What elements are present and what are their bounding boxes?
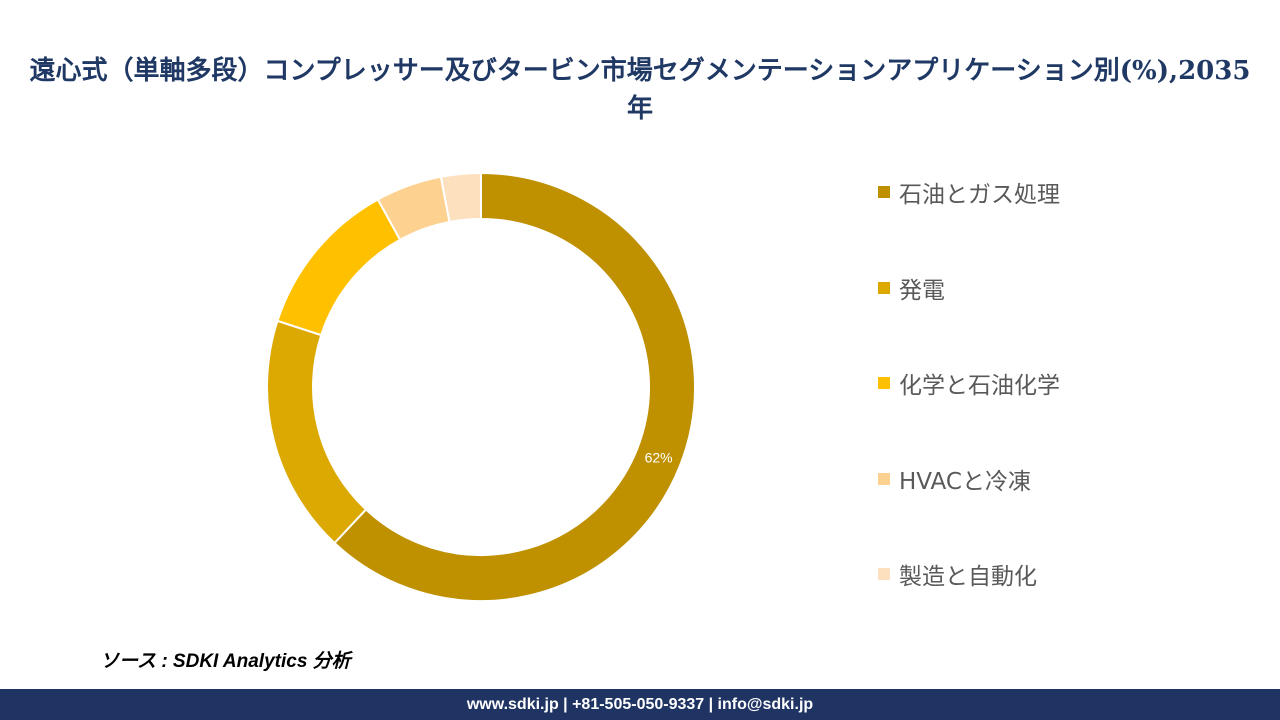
legend-label: 化学と石油化学	[899, 373, 1060, 399]
legend-item: 石油とガス処理	[878, 172, 1060, 212]
legend-swatch	[878, 568, 890, 580]
chart-legend: 石油とガス処理 発電 化学と石油化学 HVACと冷凍 製造と自動化	[878, 172, 1060, 650]
donut-slice	[439, 171, 482, 224]
legend-item: 製造と自動化	[878, 554, 1060, 594]
legend-item: 化学と石油化学	[878, 363, 1060, 403]
footer-bar: www.sdki.jp | +81-505-050-9337 | info@sd…	[0, 689, 1280, 720]
legend-swatch	[878, 186, 890, 198]
donut-slices	[266, 171, 696, 602]
legend-label: HVACと冷凍	[899, 468, 1031, 495]
source-note: ソース : SDKI Analytics 分析	[100, 651, 351, 672]
donut-data-labels: 62%	[645, 449, 673, 465]
donut-slice	[266, 319, 368, 545]
legend-label: 石油とガス処理	[899, 182, 1060, 208]
legend-item: 発電	[878, 268, 1060, 308]
legend-swatch	[878, 281, 890, 294]
legend-item: HVACと冷凍	[878, 459, 1060, 499]
legend-label: 発電	[899, 277, 945, 304]
donut-slice	[333, 171, 696, 602]
chart-title: 遠心式（単軸多段）コンプレッサー及びタービン市場セグメンテーションアプリケーショ…	[29, 56, 1251, 124]
legend-label: 製造と自動化	[899, 564, 1037, 590]
slice-data-label: 62%	[645, 449, 673, 465]
legend-swatch	[878, 377, 890, 389]
legend-swatch	[878, 472, 890, 485]
donut-slice	[276, 198, 402, 337]
